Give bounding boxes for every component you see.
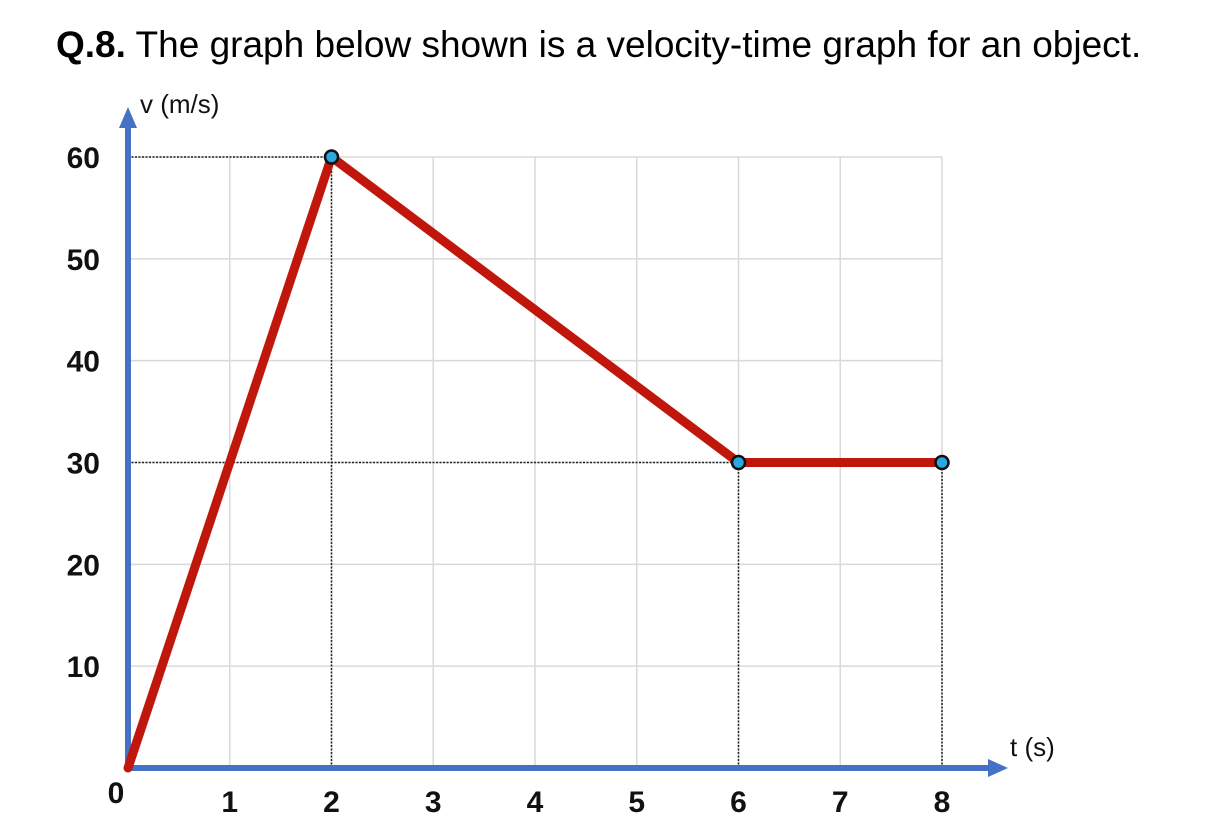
axes [119, 107, 1008, 777]
y-axis-title: v (m/s) [140, 89, 219, 119]
y-tick-label: 30 [67, 448, 100, 481]
x-tick-label: 6 [730, 786, 747, 819]
x-tick-label: 3 [425, 786, 442, 819]
x-axis-arrow [988, 759, 1008, 777]
x-tick-label: 1 [221, 786, 238, 819]
y-tick-label: 40 [67, 346, 100, 379]
x-tick-label: 7 [832, 786, 849, 819]
y-tick-label: 10 [67, 651, 100, 684]
data-point-marker [934, 454, 950, 471]
data-point-marker [323, 149, 340, 165]
series-line [123, 152, 947, 773]
origin-label: 0 [108, 777, 125, 810]
x-tick-label: 2 [323, 786, 340, 819]
series-layer [123, 152, 947, 773]
y-tick-label: 50 [67, 244, 100, 277]
y-tick-label: 60 [67, 142, 100, 175]
tick-labels: 1 2 3 4 5 6 7 8 60 50 40 30 20 10 0 v (m/s) t (s) [67, 89, 1055, 819]
question-text: The graph below shown is a velocity-time… [135, 24, 1142, 65]
point-markers [323, 149, 950, 471]
data-point-marker [730, 454, 747, 471]
y-tick-label: 20 [67, 549, 100, 582]
x-tick-label: 5 [628, 786, 645, 819]
x-axis-title: t (s) [1010, 732, 1055, 762]
question-heading: Q.8. The graph below shown is a velocity… [56, 24, 1141, 66]
x-tick-label: 4 [527, 786, 544, 819]
question-number: Q.8. [56, 24, 126, 65]
y-axis-arrow [119, 107, 137, 128]
x-tick-label: 8 [934, 786, 951, 819]
